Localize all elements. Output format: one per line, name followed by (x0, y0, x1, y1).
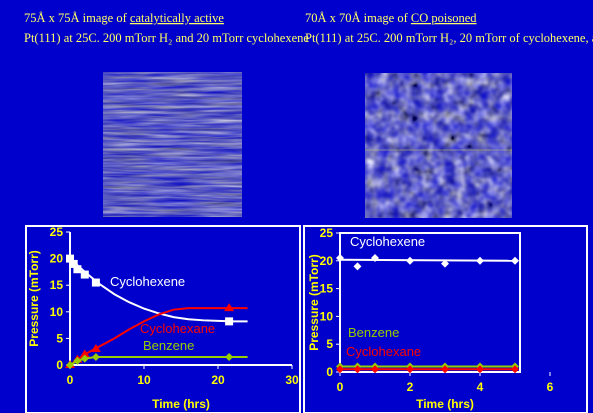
x-tick-label: 6 (547, 380, 554, 394)
stm-image (365, 73, 512, 218)
y-tick-label: 0 (56, 358, 63, 372)
x-tick-label: 30 (285, 373, 299, 387)
y-tick-label: 10 (50, 305, 64, 319)
x-axis-label: Time (hrs) (152, 397, 210, 411)
caption-text: Pt(111) at 25C. 200 mTorr H₂, 20 mTorr o… (305, 31, 593, 45)
x-tick-label: 0 (67, 373, 74, 387)
y-tick-label: 5 (326, 337, 333, 351)
caption-emphasis: CO poisoned (411, 11, 477, 25)
caption-text: 75Å x 75Å image of (24, 11, 130, 25)
y-tick-label: 5 (56, 331, 63, 345)
y-axis-label: Pressure (mTorr) (307, 254, 321, 350)
series-label: Benzene (348, 325, 399, 340)
y-tick-label: 10 (320, 309, 334, 323)
x-tick-label: 4 (477, 380, 484, 394)
marker (92, 279, 100, 287)
y-tick-label: 15 (320, 282, 334, 296)
y-tick-label: 0 (326, 365, 333, 379)
y-tick-label: 25 (320, 226, 334, 240)
marker (73, 265, 81, 273)
caption-left: 75Å x 75Å image of catalytically active (24, 11, 224, 25)
caption-emphasis: catalytically active (130, 11, 224, 25)
y-axis-label: Pressure (mTorr) (27, 250, 41, 346)
caption-text: 70Å x 70Å image of (305, 11, 411, 25)
x-tick-label: 10 (137, 373, 151, 387)
series-label: Cyclohexane (140, 321, 215, 336)
caption-text: Pt(111) at 25C. 200 mTorr H₂ and 20 mTor… (24, 31, 309, 45)
slide: 75Å x 75Å image of catalytically active … (0, 0, 593, 413)
x-tick-label: 2 (407, 380, 414, 394)
stm-image (103, 72, 242, 217)
fit-line (340, 260, 515, 261)
marker (81, 271, 89, 279)
x-axis-label: Time (hrs) (416, 397, 474, 411)
series-label: Benzene (143, 338, 194, 353)
x-tick-label: 0 (337, 380, 344, 394)
x-tick-label: 20 (211, 373, 225, 387)
caption-right: 70Å x 70Å image of CO poisoned (305, 11, 477, 25)
y-tick-label: 25 (50, 225, 64, 239)
series-label: Cyclohexene (110, 274, 185, 289)
series-label: Cyclohexane (346, 344, 421, 359)
marker (225, 317, 233, 325)
y-tick-label: 20 (320, 254, 334, 268)
series-label: Cyclohexene (350, 234, 425, 249)
y-tick-label: 15 (50, 278, 64, 292)
y-tick-label: 20 (50, 252, 64, 266)
